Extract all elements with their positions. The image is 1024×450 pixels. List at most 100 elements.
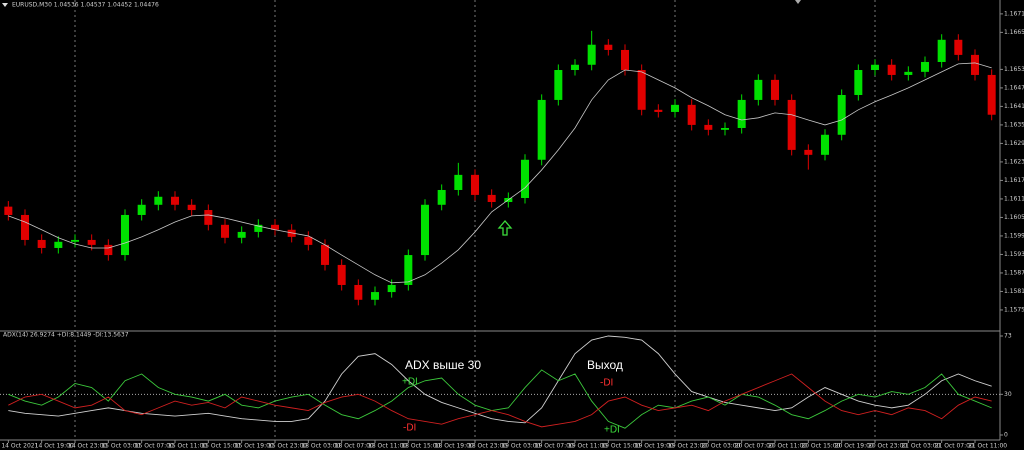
x-tick-label: 19 Oct 07:00: [535, 443, 574, 450]
candle-body: [487, 194, 496, 203]
x-tick-label: 18 Oct 11:00: [368, 443, 407, 450]
candle-body: [421, 204, 429, 256]
annotation: +DI: [402, 377, 418, 388]
y-tick-label: 1.16115: [1004, 195, 1024, 202]
x-tick-label: 18 Oct 23:00: [468, 443, 507, 450]
y-tick-label: 1.16055: [1004, 214, 1024, 221]
candle-body: [721, 127, 729, 130]
candle-body: [521, 159, 529, 198]
candle-body: [371, 292, 379, 300]
x-tick-label: 18 Oct 15:00: [401, 443, 440, 450]
y-tick-label: 73: [1004, 333, 1012, 340]
indicator-line: [8, 335, 992, 424]
y-tick-label: 1.16655: [1004, 29, 1024, 36]
candle-body: [754, 79, 763, 100]
candle-body: [71, 239, 79, 242]
candle-body: [404, 255, 413, 285]
candle-body: [771, 79, 779, 100]
x-tick-label: 20 Oct 03:00: [701, 443, 740, 450]
buy-arrow: [497, 220, 513, 236]
candle-body: [171, 196, 179, 205]
candle-body: [187, 204, 196, 211]
candle-body: [37, 239, 46, 248]
candle-body: [987, 74, 996, 115]
annotation: +DI: [604, 425, 620, 436]
y-tick-label: 1.15755: [1004, 306, 1024, 313]
x-tick-label: 20 Oct 07:00: [735, 443, 774, 450]
candle-body: [54, 241, 63, 248]
candle-body: [437, 189, 446, 205]
x-tick-label: 21 Oct 11:00: [968, 443, 1007, 450]
x-tick-label: 20 Oct 15:00: [801, 443, 840, 450]
menu-arrow[interactable]: [2, 3, 8, 7]
candle-body: [221, 224, 229, 238]
x-tick-label: 14 Oct 19:00: [35, 443, 74, 450]
candle-body: [204, 210, 213, 225]
indicator-line: [8, 373, 992, 428]
x-tick-label: 21 Oct 03:00: [901, 443, 940, 450]
x-tick-label: 15 Oct 07:00: [135, 443, 174, 450]
candle-body: [321, 244, 329, 265]
x-tick-label: 21 Oct 07:00: [935, 443, 974, 450]
y-tick-label: 1.16355: [1004, 121, 1024, 128]
x-tick-label: 19 Oct 19:00: [635, 443, 674, 450]
x-tick-label: 15 Oct 11:00: [168, 443, 207, 450]
x-tick-label: 14 Oct 23:00: [68, 443, 107, 450]
candle-body: [271, 224, 279, 230]
candle-body: [537, 99, 546, 160]
candle-body: [137, 204, 146, 215]
annotation: -DI: [600, 378, 613, 389]
x-tick-label: 19 Oct 23:00: [668, 443, 707, 450]
candle-body: [554, 70, 563, 100]
y-tick-label: 1.15995: [1004, 232, 1024, 239]
candle-body: [904, 71, 913, 75]
candle-body: [921, 61, 929, 72]
y-tick-label: 1.16175: [1004, 177, 1024, 184]
candle-body: [671, 104, 679, 112]
candle-body: [454, 174, 463, 190]
y-tick-label: 1.16715: [1004, 10, 1024, 17]
y-tick-label: 1.15875: [1004, 269, 1024, 276]
annotation: Выход: [587, 358, 623, 372]
candle-body: [387, 284, 396, 293]
x-tick-label: 19 Oct 11:00: [568, 443, 607, 450]
x-tick-label: 18 Oct 07:00: [335, 443, 374, 450]
candle-body: [4, 206, 13, 215]
candle-body: [121, 214, 129, 256]
candle-body: [787, 99, 796, 150]
candle-body: [887, 64, 896, 75]
candle-body: [304, 236, 313, 245]
moving-average: [8, 62, 992, 284]
candle-body: [971, 54, 979, 75]
y-tick-label: 1.15935: [1004, 251, 1024, 258]
x-tick-label: 20 Oct 11:00: [768, 443, 807, 450]
candle-body: [804, 149, 813, 155]
x-tick-label: 20 Oct 23:00: [868, 443, 907, 450]
candle-body: [354, 284, 363, 300]
annotation: -DI: [403, 423, 416, 434]
candle-body: [637, 70, 646, 110]
x-tick-label: 19 Oct 03:00: [501, 443, 540, 450]
y-tick-label: 1.16415: [1004, 103, 1024, 110]
candle-body: [87, 239, 96, 245]
candle-body: [837, 94, 846, 135]
candle-body: [471, 174, 479, 195]
candle-body: [571, 64, 579, 71]
candle-body: [687, 104, 696, 125]
x-tick-label: 15 Oct 15:00: [201, 443, 240, 450]
candle-body: [621, 49, 629, 71]
x-tick-label: 18 Oct 19:00: [435, 443, 474, 450]
x-tick-label: 19 Oct 15:00: [601, 443, 640, 450]
y-tick-label: 1.16235: [1004, 158, 1024, 165]
x-tick-label: 15 Oct 19:00: [235, 443, 274, 450]
y-tick-label: 1.16535: [1004, 66, 1024, 73]
candle-body: [854, 70, 863, 95]
x-tick-label: 15 Oct 23:00: [268, 443, 307, 450]
y-tick-label: 1.15815: [1004, 288, 1024, 295]
candle-body: [337, 264, 346, 285]
candle-body: [287, 229, 296, 237]
y-tick-label: 1.16475: [1004, 84, 1024, 91]
candle-body: [704, 124, 713, 130]
x-tick-label: 18 Oct 03:00: [301, 443, 340, 450]
candle-body: [654, 109, 663, 112]
